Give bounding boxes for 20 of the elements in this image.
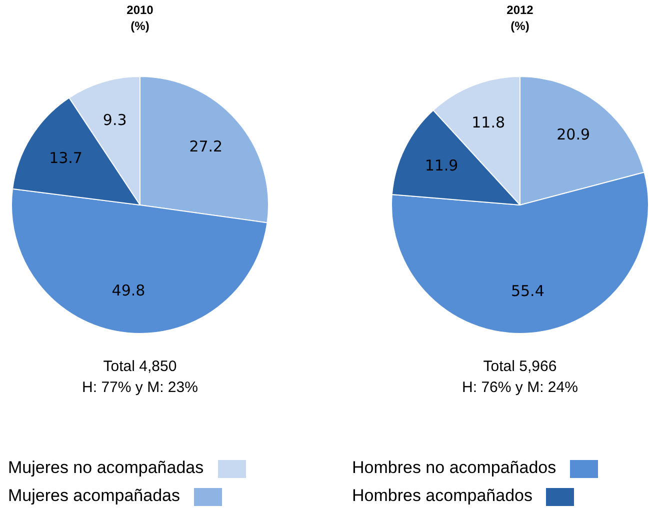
legend-label: Hombres no acompañados: [352, 458, 556, 477]
data-label: 49.8: [112, 282, 146, 300]
data-label: 55.4: [510, 282, 544, 300]
data-label: 9.3: [102, 111, 127, 130]
text: H: 76% y M: 24%: [461, 378, 579, 398]
legend-label: Mujeres no acompañadas: [8, 458, 204, 477]
legend-label: Mujeres acompañadas: [8, 486, 180, 505]
data-label: 27.2: [189, 138, 223, 156]
text: Total 5,966: [482, 357, 558, 377]
data-label: 20.9: [556, 126, 590, 144]
text: H: 77% y M: 23%: [81, 378, 199, 398]
legend-label: Hombres acompañados: [352, 486, 532, 505]
chart-title: 2012: [506, 2, 534, 18]
chart-title: 2010: [126, 2, 154, 18]
chart-subtitle: (%): [130, 18, 150, 34]
data-label: 11.9: [424, 156, 458, 174]
chart-subtitle: (%): [510, 18, 530, 34]
data-label: 13.7: [49, 148, 82, 167]
data-label: 11.8: [472, 113, 506, 132]
text: Total 4,850: [102, 357, 178, 377]
